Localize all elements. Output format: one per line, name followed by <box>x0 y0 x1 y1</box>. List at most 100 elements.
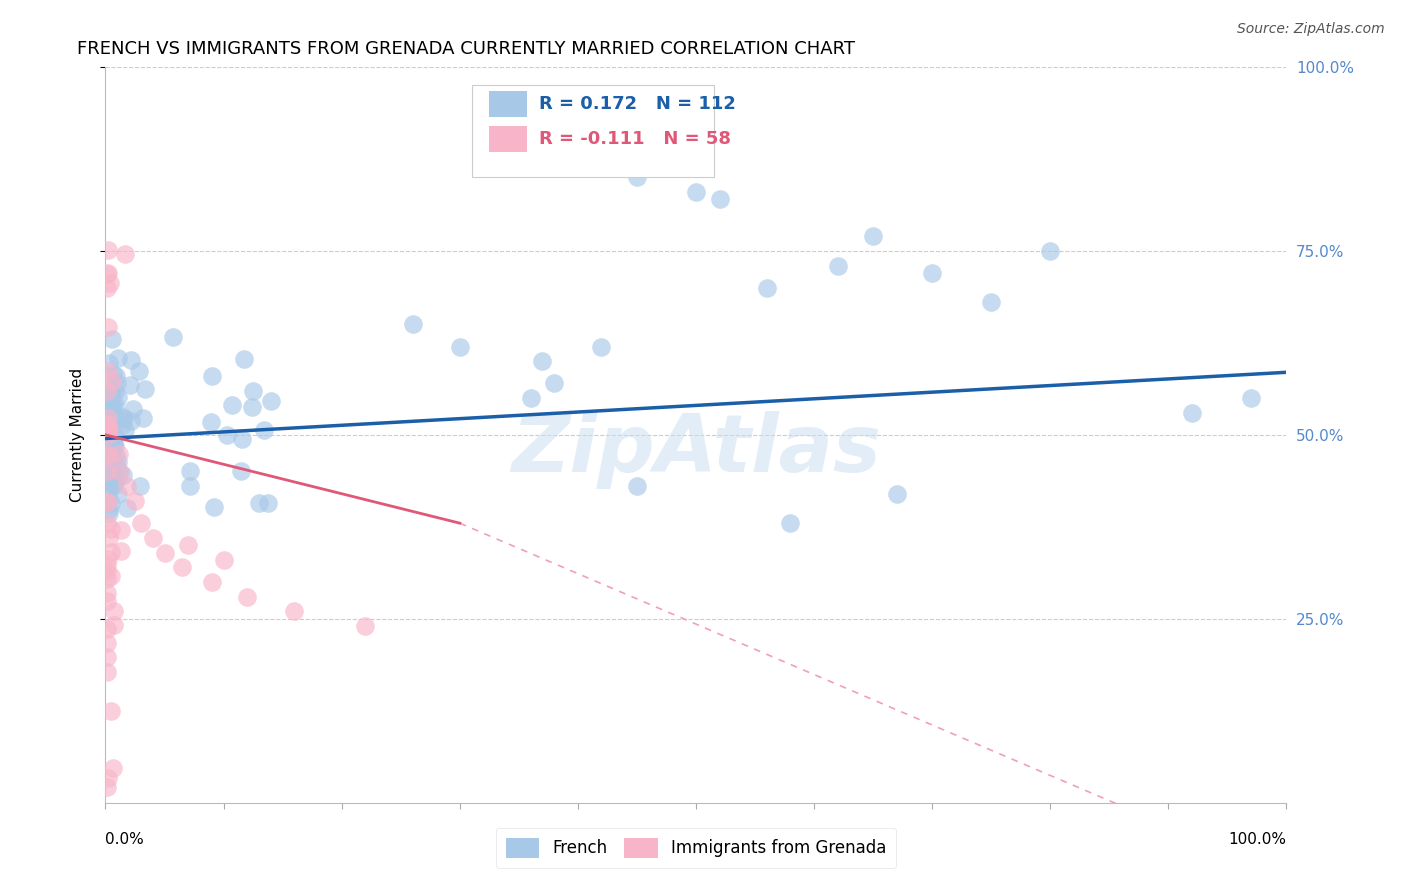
Point <box>103 473 125 487</box>
Point <box>96 650 118 665</box>
Point <box>259 394 281 409</box>
Point <box>519 391 541 405</box>
Point <box>96 780 118 794</box>
Text: 0.0%: 0.0% <box>105 832 145 847</box>
Point <box>779 516 801 530</box>
Point <box>980 295 1002 310</box>
Point <box>115 500 138 515</box>
Point <box>120 352 142 367</box>
Point <box>103 409 125 424</box>
Point <box>100 414 122 428</box>
Point <box>921 266 943 280</box>
Point <box>217 428 239 442</box>
Point <box>98 421 121 435</box>
Point <box>105 376 128 390</box>
Point <box>177 538 200 552</box>
Point <box>111 410 134 425</box>
Bar <box>489 126 527 152</box>
Point <box>96 636 118 650</box>
Point <box>111 417 134 432</box>
Text: R = 0.172   N = 112: R = 0.172 N = 112 <box>538 95 735 113</box>
Point <box>97 266 120 280</box>
Point <box>101 401 124 415</box>
Point <box>96 281 118 295</box>
Point <box>115 479 138 493</box>
Point <box>104 368 127 383</box>
Point <box>103 604 125 618</box>
Point <box>96 572 118 586</box>
Point <box>114 412 136 426</box>
Point <box>862 229 884 244</box>
Point <box>97 771 120 785</box>
Point <box>172 560 194 574</box>
Point <box>97 502 120 516</box>
Point <box>247 496 270 510</box>
Point <box>101 436 124 450</box>
Point <box>103 438 125 452</box>
Point <box>129 516 152 530</box>
Point <box>96 267 118 281</box>
Point <box>98 276 121 290</box>
Point <box>1181 406 1204 420</box>
Point <box>103 478 125 492</box>
Point <box>96 426 118 441</box>
Legend: French, Immigrants from Grenada: French, Immigrants from Grenada <box>496 828 896 868</box>
Point <box>256 495 278 509</box>
Point <box>129 479 152 493</box>
Point <box>100 443 122 458</box>
Point <box>98 442 121 456</box>
Point <box>100 496 122 510</box>
Point <box>110 544 132 558</box>
Point <box>112 467 135 482</box>
Point <box>626 479 648 493</box>
Point <box>96 449 118 463</box>
Point <box>179 464 201 478</box>
Point <box>96 586 118 600</box>
Point <box>96 516 118 530</box>
Point <box>201 369 224 384</box>
Point <box>100 385 122 400</box>
Point <box>98 356 121 370</box>
Point <box>162 330 184 344</box>
Point <box>232 352 254 367</box>
Point <box>110 523 132 537</box>
Point <box>105 458 128 473</box>
Point <box>201 575 224 590</box>
Point <box>96 440 118 454</box>
Point <box>104 439 127 453</box>
Point <box>104 384 127 399</box>
Point <box>124 494 146 508</box>
Point <box>1039 244 1062 258</box>
Point <box>97 426 120 441</box>
Bar <box>489 91 527 117</box>
Point <box>105 448 128 462</box>
Point <box>97 468 120 483</box>
Point <box>101 332 124 346</box>
Point <box>96 665 118 679</box>
Point <box>96 623 118 637</box>
Point <box>755 281 778 295</box>
Point <box>100 545 122 559</box>
Point <box>96 384 118 399</box>
Point <box>96 453 118 467</box>
Point <box>128 364 150 378</box>
Point <box>104 429 127 443</box>
Point <box>96 456 118 470</box>
Point <box>121 401 143 416</box>
Point <box>97 487 120 501</box>
Point <box>103 416 125 430</box>
Text: Source: ZipAtlas.com: Source: ZipAtlas.com <box>1237 22 1385 37</box>
Point <box>96 391 118 405</box>
Point <box>827 259 849 273</box>
Point <box>96 558 118 572</box>
Point <box>101 398 124 412</box>
Point <box>449 340 471 354</box>
Point <box>221 398 243 412</box>
Point <box>685 185 707 199</box>
Point <box>107 455 129 469</box>
Point <box>96 382 118 396</box>
Point <box>101 375 124 389</box>
Point <box>98 468 121 483</box>
Point <box>100 467 122 482</box>
Point <box>96 433 118 447</box>
